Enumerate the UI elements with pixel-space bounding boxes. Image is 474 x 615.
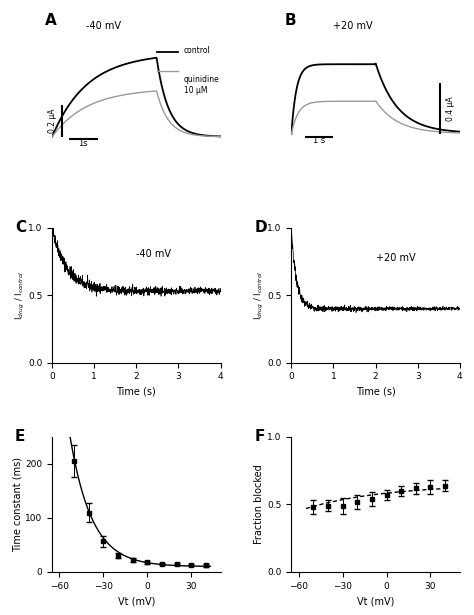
Y-axis label: I$_{drug}$ / I$_{control}$: I$_{drug}$ / I$_{control}$ — [14, 271, 27, 320]
Y-axis label: I$_{drug}$ / I$_{control}$: I$_{drug}$ / I$_{control}$ — [253, 271, 266, 320]
Text: D: D — [254, 220, 267, 234]
Text: E: E — [15, 429, 26, 444]
Y-axis label: Fraction blocked: Fraction blocked — [255, 464, 264, 544]
Text: +20 mV: +20 mV — [375, 253, 415, 263]
Text: 0.2 μA: 0.2 μA — [48, 108, 57, 133]
Text: -40 mV: -40 mV — [137, 250, 172, 260]
Y-axis label: Time constant (ms): Time constant (ms) — [12, 457, 22, 552]
Text: C: C — [15, 220, 26, 234]
Text: B: B — [284, 13, 296, 28]
Text: control: control — [183, 46, 210, 55]
X-axis label: Time (s): Time (s) — [356, 387, 395, 397]
Text: 1s: 1s — [79, 139, 88, 148]
X-axis label: Time (s): Time (s) — [117, 387, 156, 397]
X-axis label: Vt (mV): Vt (mV) — [118, 596, 155, 606]
Text: 1 s: 1 s — [313, 136, 325, 145]
Text: -40 mV: -40 mV — [86, 22, 121, 31]
Text: A: A — [46, 13, 57, 28]
Text: 0.4 μA: 0.4 μA — [447, 96, 456, 121]
Text: +20 mV: +20 mV — [333, 22, 373, 31]
Text: F: F — [254, 429, 264, 444]
X-axis label: Vt (mV): Vt (mV) — [357, 596, 394, 606]
Text: quinidine
10 μM: quinidine 10 μM — [183, 75, 219, 95]
